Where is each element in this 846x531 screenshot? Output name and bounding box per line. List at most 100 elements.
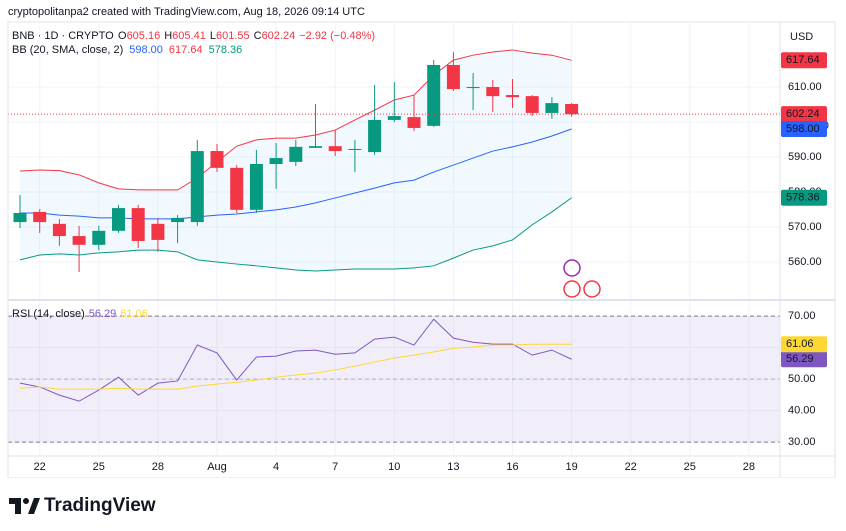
indicator-legend-part: 598.00 — [129, 44, 163, 56]
x-tick-label: 22 — [625, 461, 637, 473]
x-tick-label: Aug — [207, 461, 227, 473]
indicator-legend-part: 617.64 — [169, 44, 203, 56]
logo-shape — [28, 498, 40, 514]
candle-body — [506, 95, 519, 98]
axes: 222528Aug4710131619222528560.00570.00580… — [12, 30, 829, 473]
price-badge-label: 598.00 — [786, 123, 820, 135]
candle-body — [190, 151, 204, 223]
marks — [8, 49, 780, 402]
price-badge — [781, 336, 827, 353]
candle-body — [348, 148, 362, 151]
candle-body — [72, 236, 86, 245]
y-tick-label: 70.00 — [788, 310, 816, 322]
candle-body — [92, 230, 106, 245]
legend-ohlc-value: 601.55 — [216, 30, 250, 42]
y-tick-label: 610.00 — [788, 81, 822, 93]
y-tick-label: 570.00 — [788, 221, 822, 233]
candle-body — [269, 158, 283, 164]
price-badge — [781, 351, 827, 368]
x-tick-label: 28 — [152, 461, 164, 473]
price-badge-label: 56.29 — [786, 353, 814, 365]
legend-ohlc-value: 602.24 — [262, 30, 296, 42]
footer-bg — [0, 478, 846, 531]
x-tick-label: 16 — [506, 461, 518, 473]
candle-body — [427, 64, 441, 126]
legend-ohlc-letter: C — [254, 30, 262, 42]
x-tick-label: 28 — [743, 461, 755, 473]
x-tick-label: 25 — [93, 461, 105, 473]
candle-body — [368, 119, 382, 153]
band-line-upper — [19, 49, 572, 191]
candle-body — [466, 87, 480, 89]
candle-body — [33, 211, 47, 223]
price-badge-label: 578.36 — [786, 192, 820, 204]
candle-body — [565, 103, 579, 115]
legend-symbol: BNB · 1D · CRYPTO — [12, 30, 114, 42]
brand: TradingView — [44, 495, 156, 516]
x-tick-label: 19 — [565, 461, 577, 473]
candle-body — [112, 208, 125, 231]
rsi-legend-part: 56.29 — [89, 308, 117, 320]
y-tick-label: 590.00 — [788, 151, 822, 163]
candle-body — [289, 146, 303, 162]
y-tick-label: 560.00 — [788, 256, 822, 268]
price-badge — [781, 121, 827, 138]
indicator-legend: BB (20, SMA, close, 2) 598.00 617.64 578.36 — [12, 44, 242, 56]
candle-body — [525, 96, 539, 113]
price-badge-label: 61.06 — [786, 338, 814, 350]
rsi-line — [19, 343, 572, 390]
rsi-legend-part: 61.06 — [120, 308, 148, 320]
legend-ohlc: O605.16 H605.41 L601.55 C602.24 −2.92 (−0.48… — [118, 30, 375, 42]
candle-body — [210, 151, 224, 168]
indicator-legend-part: BB (20, SMA, close, 2) — [12, 44, 123, 56]
candle-body — [13, 212, 27, 223]
price-badge — [781, 189, 827, 206]
indicator-legend-part: 578.36 — [209, 44, 243, 56]
candle-body — [131, 208, 145, 241]
flag-icon — [563, 280, 581, 298]
price-badge — [781, 52, 827, 69]
candle-body — [387, 116, 401, 120]
candle-body — [151, 223, 165, 240]
x-tick-label: 7 — [332, 461, 338, 473]
candle-body — [407, 117, 421, 128]
legend-ohlc-letter: L — [210, 30, 216, 42]
rsi-legend: RSI (14, close) 56.29 61.06 — [12, 308, 148, 320]
x-tick-label: 13 — [447, 461, 459, 473]
currency: USD — [790, 31, 813, 43]
price-badge-label: 602.24 — [786, 108, 820, 120]
legend-ohlc-letter: H — [164, 30, 172, 42]
event-icons — [563, 259, 601, 298]
legend-ohlc-letter: O — [118, 30, 127, 42]
x-tick-label: 25 — [684, 461, 696, 473]
rsi-legend-part: RSI (14, close) — [12, 308, 85, 320]
x-tick-label: 4 — [273, 461, 279, 473]
candle-body — [52, 223, 66, 237]
brand-logo — [9, 498, 40, 514]
logo-dot — [23, 498, 29, 504]
band-line-basis — [20, 128, 572, 220]
y-tick-label: 50.00 — [788, 373, 816, 385]
flag-icon — [583, 280, 601, 298]
price-badge-label: 617.64 — [786, 54, 820, 66]
y-tick-label: 40.00 — [788, 404, 816, 416]
legend-ohlc-value: 605.41 — [172, 30, 206, 42]
candle-body — [309, 146, 322, 148]
candle-body — [249, 164, 263, 210]
y-tick-label: 30.00 — [788, 436, 816, 448]
logo-shape — [9, 498, 21, 514]
candle-body — [545, 103, 559, 113]
credit: cryptopolitanpa2 created with TradingVie… — [8, 6, 365, 18]
x-tick-label: 10 — [388, 461, 400, 473]
candle-body — [230, 167, 244, 210]
candle-body — [171, 217, 185, 223]
legend-ohlc-value: 605.16 — [127, 30, 161, 42]
band-line-lower — [19, 197, 572, 272]
candle-body — [328, 146, 342, 152]
rsi-line — [19, 318, 572, 402]
x-tick-label: 22 — [34, 461, 46, 473]
event-icon — [563, 259, 581, 277]
candle-body — [446, 64, 460, 90]
candle-body — [486, 87, 500, 97]
